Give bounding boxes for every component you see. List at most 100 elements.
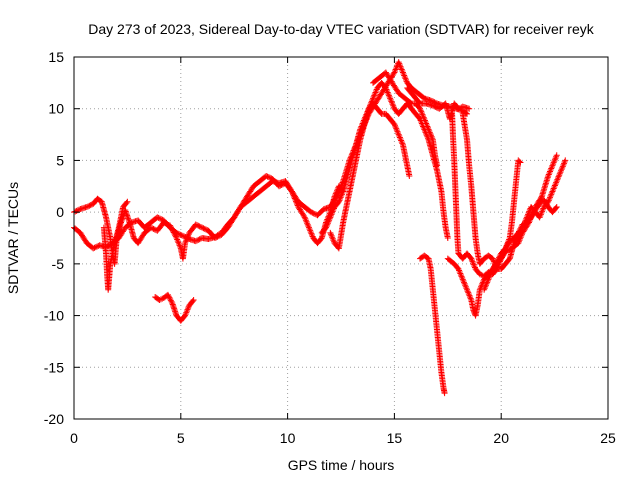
chart-title: Day 273 of 2023, Sidereal Day-to-day VTE… bbox=[88, 21, 594, 37]
data-point bbox=[465, 291, 472, 298]
y-tick-label-1: -15 bbox=[44, 359, 64, 375]
data-point bbox=[150, 225, 157, 232]
data-point bbox=[537, 211, 544, 218]
data-point bbox=[179, 232, 186, 239]
data-point bbox=[329, 208, 336, 215]
data-point bbox=[197, 224, 204, 231]
data-point bbox=[398, 66, 405, 73]
data-point bbox=[464, 288, 471, 295]
data-point bbox=[393, 127, 400, 134]
data-point bbox=[365, 107, 372, 114]
data-point bbox=[459, 274, 466, 281]
data-point bbox=[177, 231, 184, 238]
data-point bbox=[395, 131, 402, 138]
plot-frame bbox=[73, 56, 609, 420]
data-point bbox=[176, 242, 183, 249]
data-point bbox=[167, 296, 174, 303]
data-point bbox=[372, 89, 379, 96]
data-point bbox=[325, 218, 332, 225]
data-point bbox=[432, 103, 439, 110]
data-point bbox=[548, 191, 555, 198]
data-point bbox=[539, 208, 546, 215]
data-point bbox=[551, 158, 558, 165]
data-point bbox=[390, 120, 397, 127]
data-point bbox=[466, 292, 473, 299]
data-point bbox=[329, 235, 336, 242]
data-point bbox=[403, 78, 410, 85]
data-point bbox=[397, 63, 404, 70]
data-point bbox=[329, 234, 336, 241]
data-point bbox=[194, 237, 201, 244]
data-point bbox=[158, 216, 165, 223]
data-point bbox=[396, 134, 403, 141]
data-point bbox=[419, 111, 426, 118]
data-point bbox=[399, 140, 406, 147]
data-point bbox=[157, 296, 164, 303]
data-point bbox=[183, 237, 190, 244]
data-point bbox=[549, 188, 556, 195]
data-point bbox=[493, 258, 500, 265]
data-point bbox=[552, 181, 559, 188]
data-point bbox=[363, 111, 370, 118]
data-point bbox=[334, 187, 341, 194]
data-point bbox=[73, 207, 80, 214]
data-point bbox=[310, 210, 317, 217]
data-point bbox=[328, 232, 335, 239]
series-track-8 bbox=[449, 110, 569, 280]
data-point bbox=[385, 90, 392, 97]
data-point bbox=[333, 189, 340, 196]
data-point bbox=[550, 159, 557, 166]
data-point bbox=[545, 197, 552, 204]
data-point bbox=[307, 227, 314, 234]
data-point bbox=[547, 194, 554, 201]
data-point bbox=[123, 199, 130, 206]
data-point bbox=[357, 126, 364, 133]
data-point bbox=[290, 191, 297, 198]
data-point bbox=[547, 167, 554, 174]
data-point bbox=[264, 173, 271, 180]
data-point bbox=[196, 223, 203, 230]
data-point bbox=[370, 95, 377, 102]
data-point bbox=[406, 172, 413, 179]
data-point bbox=[213, 234, 220, 241]
data-point bbox=[160, 219, 167, 226]
series-track-2 bbox=[100, 198, 131, 293]
data-point bbox=[483, 280, 490, 287]
data-point bbox=[364, 108, 371, 115]
data-point bbox=[199, 224, 206, 231]
data-point bbox=[392, 122, 399, 129]
data-point bbox=[278, 182, 285, 189]
data-point bbox=[72, 208, 79, 215]
data-point bbox=[358, 123, 365, 130]
data-point bbox=[392, 68, 399, 75]
data-point bbox=[485, 274, 492, 281]
x-tick-label-1: 5 bbox=[177, 430, 185, 446]
data-point bbox=[481, 286, 488, 293]
data-point bbox=[363, 110, 370, 117]
data-point bbox=[399, 69, 406, 76]
data-point bbox=[328, 211, 335, 218]
data-point bbox=[304, 221, 311, 228]
data-point bbox=[467, 294, 474, 301]
data-point bbox=[552, 155, 559, 162]
data-point bbox=[294, 201, 301, 208]
data-point bbox=[553, 152, 560, 159]
data-point bbox=[401, 72, 408, 79]
data-point bbox=[267, 174, 274, 181]
data-point bbox=[149, 225, 156, 232]
data-point bbox=[429, 102, 436, 109]
data-point bbox=[546, 169, 553, 176]
data-point bbox=[391, 69, 398, 76]
data-point bbox=[455, 266, 462, 273]
data-point bbox=[553, 203, 560, 210]
data-point bbox=[516, 237, 523, 244]
data-point bbox=[456, 268, 463, 275]
data-point bbox=[454, 264, 461, 271]
data-point bbox=[470, 260, 477, 267]
data-point bbox=[155, 214, 162, 221]
data-point bbox=[487, 270, 494, 277]
data-point bbox=[476, 271, 483, 278]
data-point bbox=[396, 60, 403, 67]
data-point bbox=[470, 261, 477, 268]
data-point bbox=[545, 172, 552, 179]
